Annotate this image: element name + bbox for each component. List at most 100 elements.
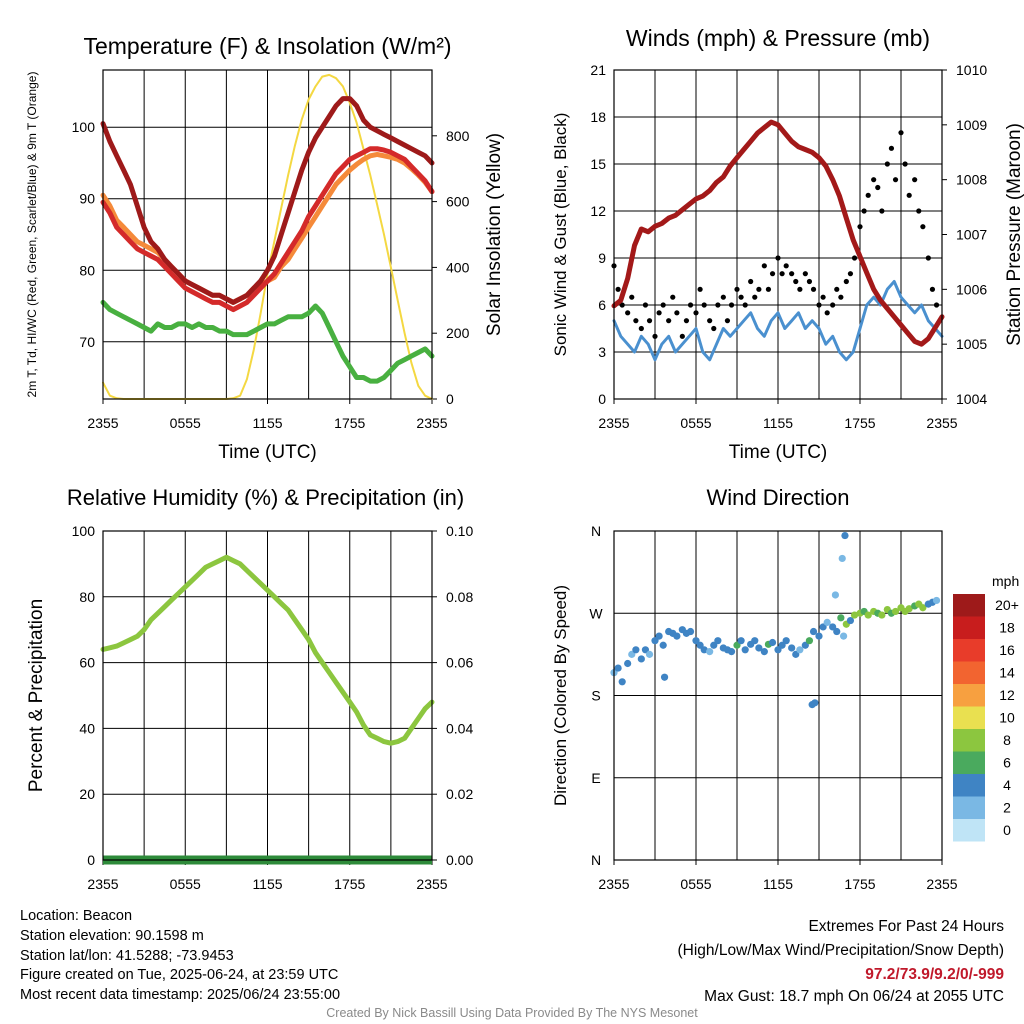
gust-point — [666, 318, 672, 324]
wind-direction-point — [833, 627, 841, 636]
wind-direction-point — [645, 650, 654, 658]
y2-tick-label: 0 — [446, 391, 454, 407]
x-tick-label: 2355 — [598, 415, 629, 431]
gust-point — [892, 177, 899, 183]
wind-direction-point — [788, 644, 796, 652]
colorbar-swatch — [953, 706, 985, 729]
x-tick-label: 2355 — [87, 415, 118, 431]
colorbar-label: 14 — [999, 665, 1015, 681]
x-tick-label: 0555 — [680, 415, 711, 431]
y2-tick-label: 1008 — [956, 172, 987, 188]
gust-point — [629, 294, 635, 300]
gust-point — [752, 294, 758, 300]
y-tick-label: W — [589, 605, 603, 621]
dewpoint-series — [100, 299, 435, 384]
gust-point — [879, 208, 885, 214]
x-tick-label: 2355 — [416, 876, 447, 892]
gust-point — [701, 302, 707, 308]
gust-point — [738, 294, 744, 300]
y-tick-label: S — [591, 688, 600, 704]
y2-tick-label: 0.10 — [446, 523, 473, 539]
wind-direction-point — [614, 664, 622, 672]
y-tick-label: 20 — [79, 786, 95, 802]
elevation-text: Station elevation: 90.1598 m — [20, 928, 204, 944]
wind-direction-point — [932, 596, 941, 605]
gust-point — [646, 318, 653, 324]
gust-point — [638, 325, 644, 332]
gust-point — [765, 286, 772, 292]
y-axis-label: Sonic Wind & Gust (Blue, Black) — [551, 113, 570, 357]
plot-frame — [613, 530, 943, 861]
colorbar-swatch — [953, 684, 985, 707]
wind-direction-point — [864, 611, 872, 619]
gust-point — [670, 294, 676, 300]
gust-point — [720, 294, 726, 300]
y-axis-label: 2m T, Td, HI/WC (Red, Green, Scarlet/Blu… — [25, 72, 39, 398]
gust-point — [851, 255, 858, 261]
extremes-values: 97.2/73.9/9.2/0/-999 — [865, 966, 1004, 983]
gust-point — [802, 271, 808, 277]
gust-point — [687, 302, 694, 308]
y-tick-label: 80 — [79, 589, 95, 605]
wind-direction-point — [727, 648, 736, 656]
sonic-wind-series — [612, 280, 944, 362]
gust-point — [871, 177, 877, 183]
gust-point — [656, 310, 662, 316]
colorbar-swatch — [953, 594, 985, 617]
colorbar-swatch — [953, 751, 985, 774]
gust-point — [884, 161, 890, 167]
gust-point — [697, 286, 703, 292]
wind-direction-point — [831, 591, 840, 599]
gust-point — [797, 286, 803, 292]
wind-direction-point — [755, 644, 763, 652]
gust-point — [830, 302, 836, 308]
panel-1: 2355 0555 1155 1755 2355 70 80 90 100 0 200 400 600 8… — [72, 69, 470, 431]
colorbar-label: 10 — [999, 710, 1015, 726]
gust-point — [906, 192, 912, 198]
gust-point — [920, 224, 926, 230]
x-tick-label: 0555 — [170, 876, 201, 892]
pressure-series — [611, 119, 945, 347]
gust-point — [707, 318, 713, 324]
y-tick-label: 15 — [590, 156, 606, 172]
plot-frame — [102, 530, 433, 861]
x-tick-label: 1155 — [252, 876, 282, 892]
y-tick-label: 100 — [72, 119, 96, 135]
y-tick-label: 6 — [598, 297, 606, 313]
wind-direction-point — [846, 616, 855, 625]
colorbar-label: 12 — [999, 687, 1015, 703]
gust-point — [838, 294, 844, 300]
gust-point — [824, 310, 830, 316]
wind-direction-point — [768, 638, 777, 647]
wind-direction-point — [624, 659, 632, 668]
wind-direction-point — [796, 646, 804, 654]
gust-point — [779, 271, 785, 277]
colorbar-swatch — [953, 661, 985, 684]
gust-point — [674, 310, 680, 316]
x-tick-label: 2355 — [926, 415, 957, 431]
gust-point — [933, 302, 940, 308]
wind-direction-point — [878, 611, 886, 619]
colorbar-swatch — [953, 774, 985, 797]
gust-point — [769, 271, 776, 277]
panel-2: 2355 0555 1155 1755 2355 0 3 6 9 12 15 18 21 1004 1005… — [590, 62, 987, 431]
y2-tick-label: 1009 — [956, 117, 987, 133]
x-axis-label: Time (UTC) — [218, 442, 317, 463]
x-tick-label: 2355 — [416, 415, 447, 431]
gust-point — [679, 333, 685, 339]
gust-point — [625, 310, 631, 316]
colorbar-swatch — [953, 796, 985, 819]
y-tick-label: 60 — [79, 655, 95, 671]
y-tick-label: 21 — [590, 62, 606, 78]
y2-tick-label: 0.00 — [446, 852, 473, 868]
x-tick-label: 1755 — [334, 876, 365, 892]
x-tick-label: 1155 — [252, 415, 282, 431]
chart-title-temperature: Temperature (F) & Insolation (W/m²) — [83, 33, 451, 59]
y2-tick-label: 0.04 — [446, 720, 473, 736]
plot-frame — [102, 69, 433, 400]
gust-point — [929, 286, 936, 292]
latlon-text: Station lat/lon: 41.5288; -73.9453 — [20, 948, 234, 964]
colorbar-swatch — [953, 616, 985, 639]
y-tick-label: 3 — [598, 344, 606, 360]
gust-point — [843, 278, 849, 285]
